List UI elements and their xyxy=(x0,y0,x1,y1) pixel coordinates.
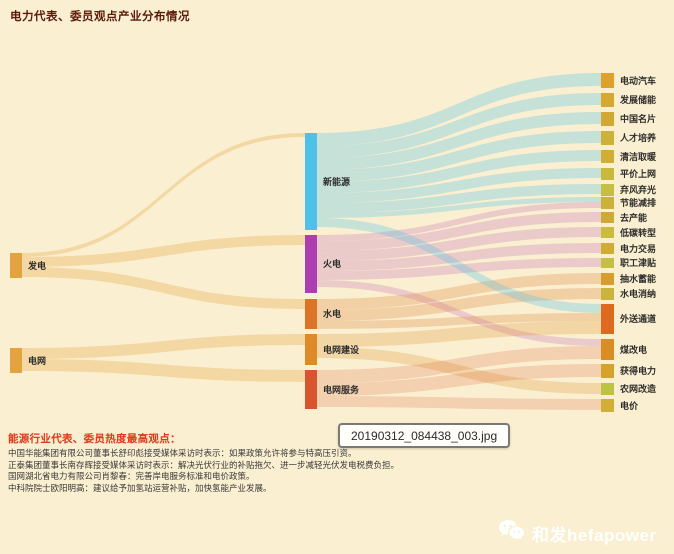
sankey-node-低碳转型 xyxy=(601,227,614,238)
sankey-link-火电-煤改电 xyxy=(317,280,601,346)
wechat-icon xyxy=(498,519,525,547)
sankey-node-发电 xyxy=(10,253,22,278)
sankey-link-新能源-节能减排 xyxy=(317,197,601,218)
sankey-node-label-火电: 火电 xyxy=(323,259,342,269)
sankey-node-电网建设 xyxy=(305,334,317,365)
sankey-link-水电-外送通道 xyxy=(317,313,601,329)
sankey-link-火电-低碳转型 xyxy=(317,227,601,261)
watermark-text: 和发hefapower xyxy=(532,525,657,545)
sankey-node-label-电力交易: 电力交易 xyxy=(620,243,657,254)
sankey-node-label-弃风弃光: 弃风弃光 xyxy=(620,185,657,195)
sankey-node-label-电动汽车: 电动汽车 xyxy=(620,75,657,86)
annotation-line: 国网湖北省电力有限公司肖黎春：完善岸电服务标准和电价政策。 xyxy=(8,471,255,481)
sankey-link-新能源-外送通道 xyxy=(317,218,601,313)
sankey-node-新能源 xyxy=(305,133,317,230)
sankey-node-水电 xyxy=(305,299,317,329)
sankey-node-电价 xyxy=(601,399,614,412)
sankey-node-label-煤改电: 煤改电 xyxy=(620,344,648,355)
sankey-node-电网服务 xyxy=(305,370,317,409)
sankey-node-label-发电: 发电 xyxy=(28,260,47,271)
sankey-link-新能源-电动汽车 xyxy=(317,73,601,146)
sankey-node-中国名片 xyxy=(601,112,614,126)
sankey-link-新能源-人才培养 xyxy=(317,131,601,182)
sankey-node-外送通道 xyxy=(601,304,614,334)
watermark: 和发hefapower xyxy=(498,519,657,547)
annotation-heading: 能源行业代表、委员热度最高观点： xyxy=(8,433,181,445)
sankey-node-label-平价上网: 平价上网 xyxy=(620,169,657,179)
sankey-node-label-电网建设: 电网建设 xyxy=(323,344,360,355)
sankey-link-新能源-弃风弃光 xyxy=(317,184,601,213)
sankey-node-label-职工津贴: 职工津贴 xyxy=(620,258,657,268)
sankey-node-label-电网: 电网 xyxy=(28,355,47,366)
sankey-link-火电-职工津贴 xyxy=(317,258,601,280)
sankey-node-label-发展储能: 发展储能 xyxy=(620,95,657,105)
sankey-node-label-获得电力: 获得电力 xyxy=(620,366,657,376)
sankey-node-清洁取暖 xyxy=(601,150,614,163)
sankey-link-火电-电力交易 xyxy=(317,243,601,271)
filename-tooltip: 20190312_084438_003.jpg xyxy=(338,423,511,448)
sankey-node-label-抽水蓄能: 抽水蓄能 xyxy=(620,274,657,284)
sankey-node-职工津贴 xyxy=(601,258,614,268)
sankey-node-获得电力 xyxy=(601,364,614,378)
sankey-node-电动汽车 xyxy=(601,73,614,88)
sankey-node-label-电价: 电价 xyxy=(620,400,639,411)
sankey-link-电网服务-煤改电 xyxy=(317,346,601,383)
sankey-node-去产能 xyxy=(601,212,614,223)
sankey-link-发电-火电 xyxy=(22,235,305,267)
sankey-node-label-低碳转型: 低碳转型 xyxy=(620,227,657,238)
sankey-link-电网建设-农网改造 xyxy=(317,347,601,394)
sankey-link-电网服务-获得电力 xyxy=(317,364,601,396)
sankey-node-label-农网改造: 农网改造 xyxy=(620,384,657,394)
sankey-link-新能源-平价上网 xyxy=(317,168,601,203)
annotation-line: 中国华能集团有限公司董事长舒印彪接受媒体采访时表示：如果政策允许将参与特高压引资… xyxy=(8,448,357,458)
sankey-node-电力交易 xyxy=(601,243,614,254)
sankey-node-抽水蓄能 xyxy=(601,273,614,285)
sankey-node-label-中国名片: 中国名片 xyxy=(620,114,657,124)
sankey-node-火电 xyxy=(305,235,317,293)
sankey-node-label-水电: 水电 xyxy=(323,309,342,319)
sankey-node-电网 xyxy=(10,348,22,373)
sankey-node-label-清洁取暖: 清洁取暖 xyxy=(620,151,657,162)
filename-text: 20190312_084438_003.jpg xyxy=(351,428,498,443)
sankey-node-label-节能减排: 节能减排 xyxy=(620,198,657,208)
sankey-node-label-外送通道: 外送通道 xyxy=(620,314,657,324)
sankey-link-发电-水电 xyxy=(22,267,305,309)
sankey-node-农网改造 xyxy=(601,383,614,395)
sankey-node-label-人才培养: 人才培养 xyxy=(620,133,657,143)
sankey-node-节能减排 xyxy=(601,197,614,209)
sankey-node-label-新能源: 新能源 xyxy=(323,176,351,187)
annotation-line: 正泰集团董事长南存辉接受媒体采访时表示：解决光伏行业的补贴拖欠、进一步减轻光伏发… xyxy=(8,459,400,470)
sankey-link-电网-电网服务 xyxy=(22,359,305,382)
sankey-node-煤改电 xyxy=(601,339,614,360)
sankey-link-水电-水电消纳 xyxy=(317,288,601,321)
sankey-node-label-去产能: 去产能 xyxy=(620,212,648,223)
sankey-node-人才培养 xyxy=(601,131,614,145)
sankey-node-弃风弃光 xyxy=(601,184,614,196)
sankey-node-发展储能 xyxy=(601,93,614,107)
sankey-link-新能源-清洁取暖 xyxy=(317,150,601,193)
sankey-node-label-电网服务: 电网服务 xyxy=(323,384,360,395)
sankey-link-新能源-发展储能 xyxy=(317,93,601,158)
page-title: 电力代表、委员观点产业分布情况 xyxy=(10,11,190,23)
sankey-node-label-水电消纳: 水电消纳 xyxy=(620,289,657,299)
sankey-link-火电-节能减排 xyxy=(317,202,601,241)
sankey-link-发电-新能源 xyxy=(22,133,305,257)
sankey-link-电网建设-外送通道 xyxy=(317,321,601,347)
sankey-link-水电-抽水蓄能 xyxy=(317,273,601,310)
sankey-link-电网服务-电价 xyxy=(317,396,601,410)
sankey-link-火电-去产能 xyxy=(317,212,601,251)
sankey-node-平价上网 xyxy=(601,168,614,180)
sankey-link-电网-电网建设 xyxy=(22,334,305,359)
sankey-link-新能源-中国名片 xyxy=(317,112,601,170)
sankey-node-水电消纳 xyxy=(601,288,614,300)
annotation-line: 中科院院士欧阳明高：建议给予加氢站运营补贴，加快氢能产业发展。 xyxy=(8,482,272,493)
annotation-block: 能源行业代表、委员热度最高观点： 中国华能集团有限公司董事长舒印彪接受媒体采访时… xyxy=(8,431,608,494)
